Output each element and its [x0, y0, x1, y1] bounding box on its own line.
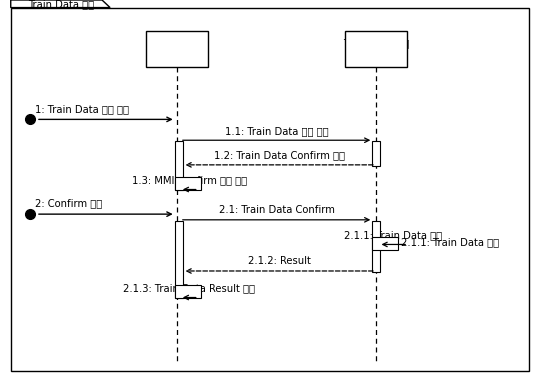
- Text: 2.1.3: Train Data Result 전송: 2.1.3: Train Data Result 전송: [124, 283, 255, 293]
- Text: 1.3: MMI Confirm 요구 전송: 1.3: MMI Confirm 요구 전송: [132, 175, 247, 185]
- Text: 2.1.1: Train Data 적용: 2.1.1: Train Data 적용: [401, 238, 499, 247]
- Text: 2: Confirm 요구: 2: Confirm 요구: [35, 199, 102, 208]
- Text: MMI IF :
ATP: MMI IF : ATP: [158, 39, 197, 60]
- Text: 2.1.2: Result: 2.1.2: Result: [248, 257, 311, 266]
- Text: Train Data 입력: Train Data 입력: [27, 0, 94, 9]
- Bar: [372, 221, 380, 272]
- Text: 2.1: Train Data Confirm: 2.1: Train Data Confirm: [219, 205, 335, 215]
- Text: 2.1.1: Train Data 적용: 2.1.1: Train Data 적용: [344, 230, 442, 240]
- Bar: [146, 31, 208, 67]
- Bar: [175, 177, 201, 190]
- Text: 1.2: Train Data Confirm 요구: 1.2: Train Data Confirm 요구: [214, 150, 345, 160]
- Polygon shape: [11, 0, 110, 8]
- Bar: [175, 285, 201, 298]
- Text: 1.1: Train Data 입력 요구: 1.1: Train Data 입력 요구: [225, 126, 328, 136]
- Text: 1: Train Data 입력 요구: 1: Train Data 입력 요구: [35, 104, 129, 114]
- Bar: [175, 141, 183, 190]
- Bar: [372, 141, 380, 166]
- Bar: [175, 221, 183, 298]
- Bar: [345, 31, 407, 67]
- Text: Train Data 관리
: ATP: Train Data 관리 : ATP: [343, 39, 409, 60]
- Bar: [372, 237, 398, 250]
